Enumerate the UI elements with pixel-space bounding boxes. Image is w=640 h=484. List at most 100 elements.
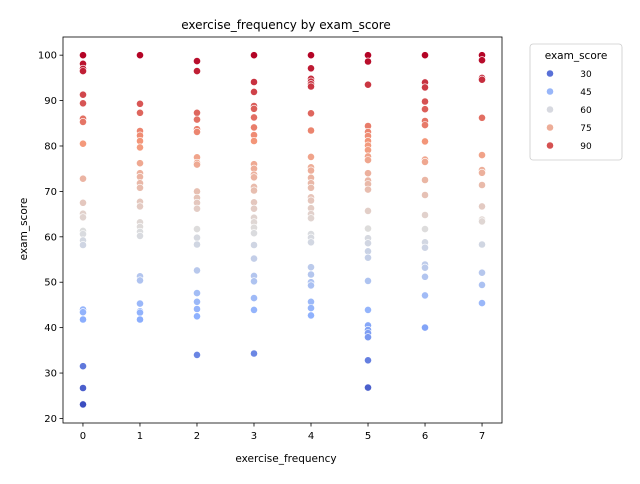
data-point	[364, 239, 372, 248]
data-point	[421, 51, 429, 60]
data-point	[307, 82, 315, 91]
data-point	[193, 67, 201, 75]
data-point	[478, 113, 486, 122]
data-point	[193, 108, 201, 117]
data-point	[136, 308, 144, 317]
data-point	[364, 57, 372, 66]
data-point	[421, 157, 429, 166]
data-point	[79, 241, 87, 249]
x-tick-label: 0	[80, 431, 86, 442]
data-point	[364, 169, 372, 178]
data-point	[193, 115, 201, 124]
data-point	[79, 198, 87, 207]
data-point	[136, 143, 144, 152]
data-point	[250, 254, 258, 263]
legend-label: 90	[580, 142, 592, 152]
data-point	[307, 126, 315, 135]
data-point	[250, 78, 258, 86]
data-point	[421, 225, 429, 233]
data-point	[193, 240, 201, 249]
data-point	[421, 105, 429, 114]
y-tick-label: 20	[44, 414, 57, 425]
data-point	[421, 121, 429, 129]
data-point	[478, 56, 486, 65]
data-point	[307, 51, 315, 60]
data-point	[307, 166, 315, 175]
data-point	[136, 231, 144, 240]
data-point	[79, 213, 87, 222]
data-point	[364, 383, 372, 392]
data-point	[421, 272, 429, 281]
data-point	[250, 137, 258, 145]
legend-label: 45	[580, 88, 591, 98]
data-point	[250, 51, 258, 60]
data-point	[364, 224, 372, 233]
data-point	[250, 173, 258, 182]
data-point	[478, 75, 486, 84]
data-point	[478, 181, 486, 189]
data-point	[421, 97, 429, 106]
axes-layer: 0 1 2 3 4 5 6 7 20 30 40 50 60 70 80 90 100	[38, 36, 503, 442]
y-tick-label: 100	[38, 51, 57, 62]
data-point	[421, 191, 429, 199]
x-axis-label: exercise_frequency	[235, 453, 336, 465]
data-point	[421, 137, 429, 146]
data-point	[307, 281, 315, 290]
data-point	[478, 202, 486, 211]
x-tick-label: 7	[479, 431, 485, 442]
data-point	[79, 174, 87, 183]
y-tick-label: 80	[44, 141, 57, 152]
data-point	[136, 315, 144, 324]
data-point	[307, 109, 315, 118]
data-point	[79, 315, 87, 324]
data-point	[307, 311, 315, 320]
legend: exam_score 30 45 60 75 90	[529, 43, 623, 161]
y-tick-label: 90	[44, 96, 57, 107]
y-tick-label: 30	[44, 369, 57, 380]
data-point	[136, 299, 144, 308]
data-point	[307, 263, 315, 272]
data-point	[364, 80, 372, 89]
plot-frame	[62, 36, 503, 424]
data-point	[478, 217, 486, 226]
data-point	[193, 57, 201, 65]
data-point	[307, 152, 315, 161]
data-point	[364, 276, 372, 285]
data-point	[364, 305, 372, 314]
data-point	[421, 176, 429, 184]
data-point	[364, 206, 372, 215]
data-point	[250, 241, 258, 249]
data-point	[79, 118, 87, 126]
data-point	[193, 225, 201, 233]
data-point	[136, 183, 144, 192]
data-point	[421, 211, 429, 219]
data-point	[79, 362, 87, 371]
data-point	[364, 356, 372, 365]
x-tick-label: 4	[308, 431, 314, 442]
legend-label: 30	[580, 70, 592, 80]
data-point	[250, 186, 258, 195]
x-tick-label: 6	[422, 431, 428, 442]
data-point	[193, 350, 201, 359]
data-point	[79, 384, 87, 392]
data-point	[421, 243, 429, 252]
data-point	[250, 229, 258, 238]
data-point	[478, 151, 486, 159]
y-tick-label: 70	[44, 187, 57, 198]
data-point	[193, 233, 201, 242]
data-point	[307, 196, 315, 205]
data-point	[364, 333, 372, 342]
y-tick-label: 40	[44, 323, 57, 334]
data-point	[478, 168, 486, 177]
data-point	[250, 113, 258, 122]
data-point	[136, 276, 144, 285]
x-tick-label: 3	[251, 431, 257, 442]
data-point	[307, 183, 315, 192]
legend-marker	[546, 123, 554, 132]
data-point	[421, 323, 429, 332]
data-point	[421, 263, 429, 272]
data-point	[193, 289, 201, 297]
data-point	[307, 64, 315, 73]
